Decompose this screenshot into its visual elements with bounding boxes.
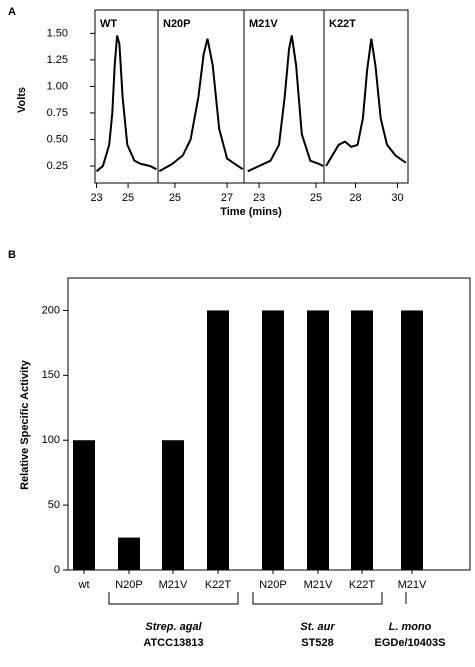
y-tick-label: 0.75 — [47, 107, 68, 119]
x-tick-label: 27 — [221, 192, 233, 204]
panel-title: N20P — [163, 18, 191, 30]
x-tick-label: N20P — [259, 579, 287, 591]
bar — [207, 310, 229, 570]
group-strain: ST528 — [301, 637, 333, 649]
group-name: St. aur — [300, 621, 335, 633]
x-axis-label: Time (mins) — [220, 206, 282, 218]
x-tick-label: 30 — [391, 192, 403, 204]
group-bracket — [108, 592, 239, 605]
group-name: L. mono — [389, 621, 432, 633]
group-bracket — [252, 592, 383, 605]
x-tick-label: M21V — [398, 579, 427, 591]
x-tick-label: K22T — [349, 579, 376, 591]
panel-label: A — [8, 6, 16, 18]
panel-title: WT — [100, 18, 117, 30]
y-tick-label: 200 — [42, 304, 60, 316]
panel-frame — [323, 9, 409, 184]
group-name: Strep. agal — [145, 621, 202, 633]
group-strain: ATCC13813 — [143, 637, 203, 649]
x-tick-label: 25 — [310, 192, 322, 204]
panel-title: K22T — [329, 18, 356, 30]
x-tick-label: N20P — [115, 579, 143, 591]
x-tick-label: M21V — [159, 579, 188, 591]
x-tick-label: 25 — [122, 192, 134, 204]
trace — [325, 38, 407, 167]
y-tick-label: 1.25 — [47, 54, 68, 66]
group-strain: EGDe/10403S — [375, 637, 446, 649]
y-axis-label: Volts — [16, 87, 28, 113]
trace — [247, 35, 324, 173]
panel-label: B — [8, 249, 16, 261]
x-tick-label: 23 — [90, 192, 102, 204]
bar — [401, 310, 423, 570]
x-tick-label: wt — [78, 579, 90, 591]
y-tick-label: 0 — [54, 564, 60, 576]
x-tick-label: M21V — [304, 579, 333, 591]
y-tick-label: 0.50 — [47, 133, 68, 145]
x-tick-label: K22T — [205, 579, 232, 591]
trace — [95, 35, 157, 173]
panel-frame — [157, 9, 245, 184]
bar — [351, 310, 373, 570]
x-tick-label: 28 — [349, 192, 361, 204]
panel-title: M21V — [249, 18, 278, 30]
bar — [262, 310, 284, 570]
y-tick-label: 1.00 — [47, 80, 68, 92]
y-tick-label: 50 — [48, 499, 60, 511]
bar — [307, 310, 329, 570]
y-tick-label: 0.25 — [47, 160, 68, 172]
x-tick-label: 23 — [253, 192, 265, 204]
trace — [158, 38, 244, 173]
bar — [162, 440, 184, 570]
bar — [118, 537, 140, 570]
y-tick-label: 100 — [42, 434, 60, 446]
x-tick-label: 25 — [169, 192, 181, 204]
panel-frame — [94, 9, 159, 184]
bar — [73, 440, 95, 570]
y-axis-label: Relative Specific Activity — [19, 359, 31, 490]
y-tick-label: 150 — [42, 369, 60, 381]
y-tick-label: 1.50 — [47, 27, 68, 39]
